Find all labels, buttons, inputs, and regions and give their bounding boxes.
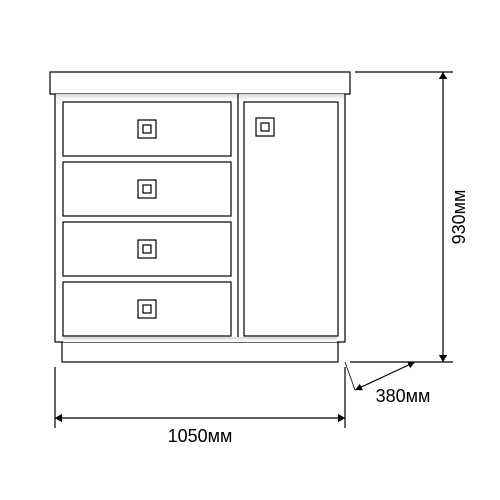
height-label: 930мм [449, 190, 469, 245]
width-label: 1050мм [168, 426, 233, 446]
depth-label: 380мм [376, 386, 431, 406]
